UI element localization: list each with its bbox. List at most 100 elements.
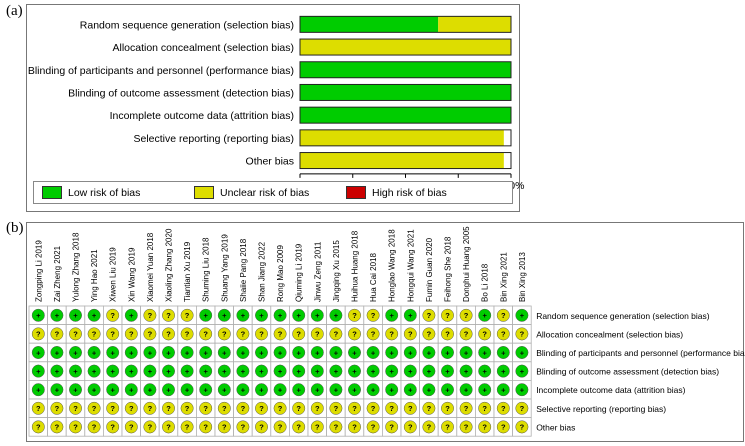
judgement-symbol-2-17: + (352, 348, 357, 357)
judgement-dot-1-23 (459, 327, 473, 341)
judgement-dot-1-17 (348, 327, 361, 341)
judgement-dot-5-10 (217, 401, 231, 415)
judgement-dot-0-22 (441, 308, 454, 322)
judgement-dot-2-25 (496, 346, 510, 359)
judgement-dot-6-22 (441, 420, 454, 434)
judgement-dot-2-24 (478, 346, 492, 359)
judgement-dot-1-19 (385, 327, 399, 341)
judgement-symbol-4-5: + (129, 386, 134, 395)
judgement-dot-1-5 (124, 327, 138, 341)
study-label-11: Shaiie Pang 2018 (239, 238, 248, 302)
judgement-dot-6-20 (403, 420, 417, 434)
judgement-dot-3-23 (459, 364, 473, 378)
judgement-symbol-4-3: + (92, 386, 97, 395)
judgement-symbol-4-11: + (241, 386, 246, 395)
judgement-dot-4-17 (348, 383, 361, 397)
judgement-symbol-0-12: + (259, 311, 264, 320)
judgement-dot-4-3 (87, 383, 101, 397)
judgement-dot-0-18 (366, 308, 380, 322)
judgement-symbol-6-3: ? (92, 423, 97, 432)
judgement-dot-2-9 (199, 346, 213, 359)
judgement-dot-6-11 (236, 420, 250, 434)
judgement-symbol-0-2: + (73, 311, 78, 320)
judgement-dot-3-21 (422, 364, 436, 378)
judgement-symbol-3-7: + (166, 367, 171, 376)
judgement-dot-0-8 (180, 308, 194, 322)
judgement-dot-5-20 (403, 401, 417, 415)
judgement-symbol-0-25: ? (501, 311, 506, 320)
judgement-symbol-3-4: + (111, 367, 116, 376)
judgement-symbol-2-26: + (520, 348, 525, 357)
judgement-symbol-1-8: ? (185, 330, 190, 339)
judgement-dot-5-2 (69, 401, 82, 415)
judgement-symbol-4-20: + (408, 386, 413, 395)
judgement-symbol-0-20: + (408, 311, 413, 320)
judgement-symbol-3-9: + (204, 367, 209, 376)
judgement-dot-5-16 (329, 401, 343, 415)
judgement-dot-0-10 (217, 308, 231, 322)
judgement-symbol-1-22: ? (445, 330, 450, 339)
judgement-dot-1-1 (50, 327, 64, 341)
judgement-symbol-2-23: + (464, 348, 469, 357)
judgement-symbol-3-13: + (278, 367, 283, 376)
judgement-symbol-6-22: ? (445, 423, 450, 432)
domain-label-1: Allocation concealment (selection bias) (536, 329, 683, 339)
judgement-dot-3-17 (348, 364, 361, 378)
judgement-symbol-2-1: + (55, 348, 60, 357)
judgement-dot-1-26 (515, 327, 529, 341)
study-label-2: Yulong Zhang 2018 (72, 232, 81, 302)
judgement-dot-2-16 (329, 346, 343, 359)
bar-segment-4-0 (300, 107, 511, 124)
study-label-25: Bin Xing 2021 (499, 252, 508, 302)
legend-swatch-low (42, 186, 62, 199)
judgement-symbol-0-13: + (278, 311, 283, 320)
judgement-symbol-5-8: ? (185, 404, 190, 413)
judgement-symbol-5-11: ? (241, 404, 246, 413)
judgement-symbol-4-22: + (445, 386, 450, 395)
judgement-symbol-0-7: ? (166, 311, 171, 320)
judgement-dot-5-14 (292, 401, 306, 415)
judgement-symbol-6-19: ? (389, 423, 394, 432)
judgement-dot-3-14 (292, 364, 306, 378)
judgement-symbol-1-21: ? (427, 330, 432, 339)
domain-label-2: Blinding of participants and personnel (… (536, 348, 745, 358)
judgement-dot-0-25 (496, 308, 510, 322)
judgement-symbol-5-1: ? (55, 404, 60, 413)
judgement-dot-3-9 (199, 364, 213, 378)
judgement-symbol-2-12: + (259, 348, 264, 357)
judgement-symbol-0-16: + (334, 311, 339, 320)
judgement-symbol-3-18: + (371, 367, 376, 376)
judgement-symbol-4-6: + (148, 386, 153, 395)
judgement-dot-5-11 (236, 401, 250, 415)
judgement-symbol-0-9: + (204, 311, 209, 320)
study-label-0: Zongping Li 2019 (34, 240, 43, 302)
judgement-symbol-4-2: + (73, 386, 78, 395)
judgement-symbol-3-14: + (297, 367, 302, 376)
judgement-dot-4-18 (366, 383, 380, 397)
judgement-dot-1-4 (106, 327, 120, 341)
judgement-dot-5-1 (50, 401, 64, 415)
judgement-symbol-3-16: + (334, 367, 339, 376)
judgement-dot-2-7 (162, 346, 175, 359)
judgement-symbol-6-18: ? (371, 423, 376, 432)
judgement-dot-0-3 (87, 308, 101, 322)
judgement-symbol-1-16: ? (334, 330, 339, 339)
judgement-dot-3-24 (478, 364, 492, 378)
judgement-dot-1-6 (143, 327, 157, 341)
judgement-symbol-0-11: + (241, 311, 246, 320)
legend-label-low: Low risk of bias (68, 186, 141, 199)
bar-outline-6 (299, 152, 512, 170)
judgement-dot-4-2 (69, 383, 82, 397)
judgement-dot-6-26 (515, 420, 529, 434)
study-label-26: Bin Xing 2013 (518, 252, 527, 302)
judgement-dot-6-7 (162, 420, 175, 434)
judgement-symbol-1-18: ? (371, 330, 376, 339)
judgement-dot-5-4 (106, 401, 120, 415)
judgement-dot-6-1 (50, 420, 64, 434)
judgement-symbol-4-25: + (501, 386, 506, 395)
domain-label-3: Blinding of outcome assessment (detectio… (536, 367, 719, 377)
judgement-symbol-6-4: ? (110, 423, 115, 432)
judgement-dot-1-21 (422, 327, 436, 341)
judgement-symbol-1-0: ? (36, 330, 41, 339)
